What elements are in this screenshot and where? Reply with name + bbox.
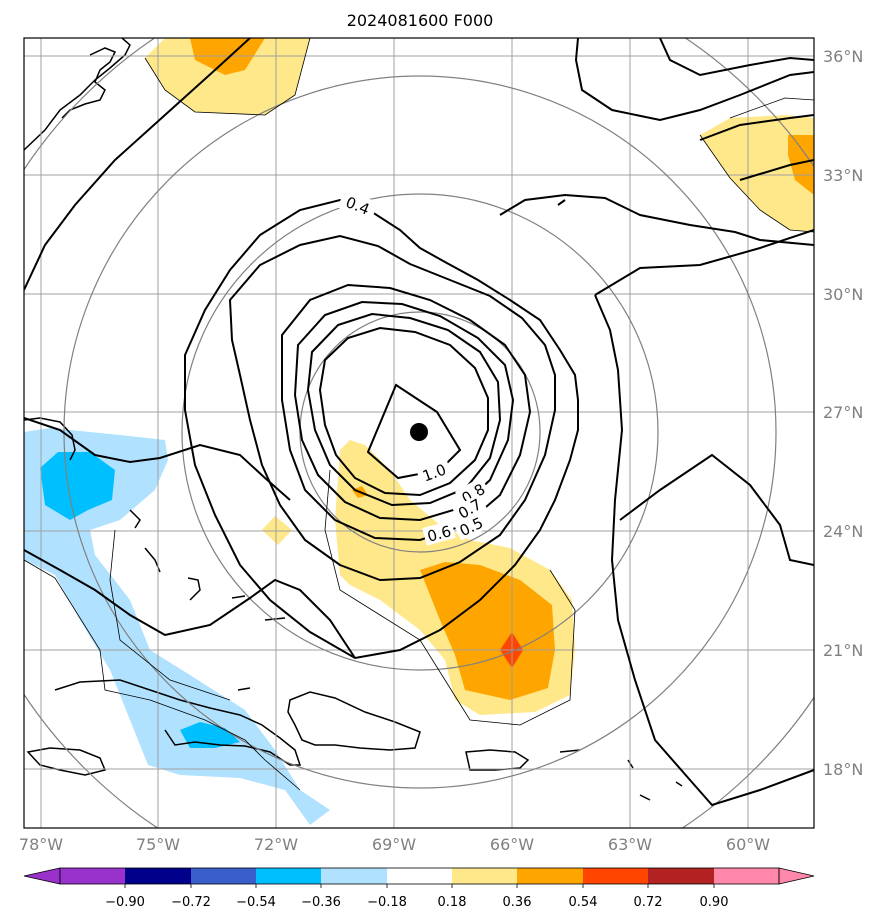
coast-us-east	[24, 38, 131, 151]
map-frame	[23, 37, 815, 829]
coast-islands-7	[559, 749, 581, 753]
colorbar-tick-label: −0.90	[105, 895, 145, 910]
colorbar-swatch	[583, 868, 648, 884]
colorbar-swatch	[256, 868, 321, 884]
colorbar-extend-high	[778, 867, 815, 885]
contour-large-west-2	[24, 549, 356, 659]
lat-label: 36°N	[823, 47, 863, 66]
lat-label: 24°N	[823, 522, 863, 541]
longitude-labels: 78°W 75°W 72°W 69°W 66°W 63°W 60°W	[19, 835, 770, 854]
lon-label: 66°W	[490, 835, 534, 854]
contour-north-east-2	[659, 38, 814, 77]
map-title: 2024081600 F000	[347, 11, 494, 30]
contour-southeast	[619, 453, 814, 566]
graticule	[24, 38, 814, 828]
fill-yellow-east	[700, 115, 814, 232]
coast-islands-6	[237, 687, 251, 691]
contour-0.6	[281, 283, 532, 542]
contour-ne-1	[699, 114, 814, 141]
colorbar-swatch	[517, 868, 583, 884]
colorbar-tick-label: −0.36	[301, 895, 341, 910]
lat-label: 21°N	[823, 641, 863, 660]
lon-label: 60°W	[726, 835, 770, 854]
colorbar-swatch	[60, 868, 125, 884]
contour-east-2	[594, 229, 814, 296]
contour-0.9	[318, 326, 489, 497]
colorbar-tick-label: 0.36	[503, 895, 532, 910]
contour-0.7	[293, 300, 515, 522]
lat-label: 33°N	[823, 166, 863, 185]
colorbar-frame	[59, 867, 780, 885]
colorbar-swatch	[321, 868, 387, 884]
colorbar-tick-label: 0.54	[569, 895, 598, 910]
colorbar-tick-label: −0.54	[236, 895, 276, 910]
contour-label-0.6: 0.6	[425, 522, 453, 546]
colorbar-tick-label: 0.72	[634, 895, 663, 910]
colorbar-tick-label: 0.90	[700, 895, 729, 910]
coast-islands-3	[187, 577, 201, 601]
coast-islands-5	[264, 617, 286, 621]
coast-puerto-rico	[465, 749, 530, 771]
contour-0.5	[228, 234, 556, 582]
coast-outer-banks	[61, 47, 117, 119]
colorbar-tick-label: −0.72	[171, 895, 211, 910]
contour-ne-2	[739, 159, 814, 181]
negative-anomaly-fills	[24, 428, 330, 825]
contour-bahamas	[24, 417, 291, 501]
colorbar-swatch	[387, 868, 452, 884]
lon-label: 69°W	[372, 835, 416, 854]
contour-0.8	[306, 312, 502, 507]
colorbar-swatch	[125, 868, 191, 884]
lon-label: 78°W	[19, 835, 63, 854]
fill-orange-east	[788, 135, 814, 195]
lon-label: 63°W	[608, 835, 652, 854]
fill-lightblue-bahamas	[24, 428, 330, 825]
coast-jamaica	[26, 747, 107, 776]
lat-label: 30°N	[823, 285, 863, 304]
thin-contours	[24, 38, 814, 791]
coast-hispaniola	[287, 691, 421, 751]
colorbar-swatch	[648, 868, 714, 884]
fill-blue-bahamas	[40, 452, 115, 520]
coast-islands-4	[231, 595, 246, 599]
coast-cuba	[54, 679, 302, 766]
colorbar-swatch	[714, 868, 779, 884]
colorbar-tick-label: 0.18	[438, 895, 467, 910]
lat-label: 18°N	[823, 760, 863, 779]
coast-islands-10	[675, 781, 683, 787]
contour-large-west	[24, 38, 251, 291]
thick-contours	[24, 38, 814, 807]
fill-orange-center	[420, 562, 555, 700]
lat-label: 27°N	[823, 403, 863, 422]
lon-label: 75°W	[136, 835, 180, 854]
storm-center-marker	[410, 423, 428, 441]
contour-east	[499, 193, 814, 246]
colorbar: −0.90 −0.72 −0.54 −0.36 −0.18 0.18 0.36 …	[23, 867, 815, 910]
coast-islands-1	[129, 509, 141, 529]
coast-islands-8	[639, 794, 651, 801]
colorbar-swatch	[452, 868, 517, 884]
colorbar-swatch	[191, 868, 256, 884]
lon-label: 72°W	[254, 835, 298, 854]
contour-small-ne	[557, 199, 566, 206]
colorbar-extend-low	[23, 867, 61, 885]
contour-north-east	[574, 38, 814, 122]
contour-east-3	[594, 294, 814, 807]
colorbar-tick-label: −0.18	[367, 895, 407, 910]
coast-florida	[24, 417, 76, 461]
latitude-labels: 36°N 33°N 30°N 27°N 24°N 21°N 18°N	[823, 47, 863, 779]
